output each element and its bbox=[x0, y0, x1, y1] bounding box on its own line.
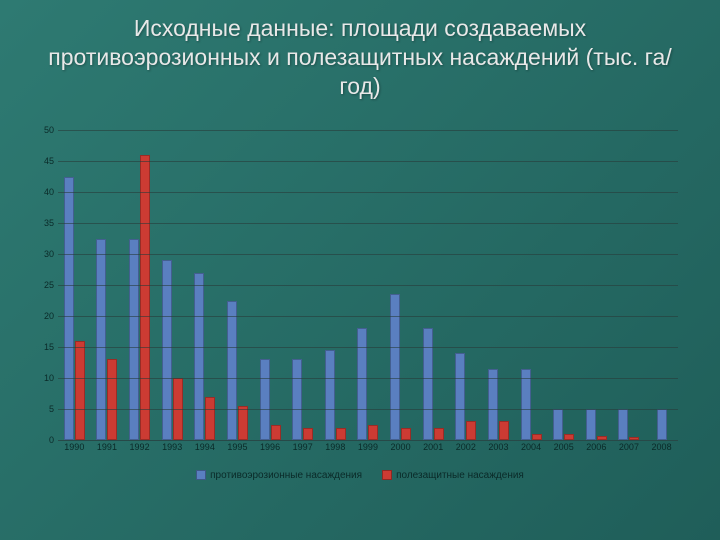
bar bbox=[227, 301, 237, 441]
bar bbox=[629, 437, 639, 440]
bar bbox=[434, 428, 444, 440]
bar bbox=[521, 369, 531, 440]
bar bbox=[466, 421, 476, 440]
bar bbox=[303, 428, 313, 440]
y-tick-label: 25 bbox=[30, 280, 54, 290]
bar bbox=[586, 409, 596, 440]
gridline bbox=[58, 285, 678, 286]
x-tick-label: 2002 bbox=[450, 442, 483, 452]
bar bbox=[564, 434, 574, 440]
legend-label: полезащитные насаждения bbox=[396, 470, 524, 481]
legend-item: противоэрозионные насаждения bbox=[196, 470, 362, 481]
x-axis-labels: 1990199119921993199419951996199719981999… bbox=[58, 442, 678, 452]
y-tick-label: 5 bbox=[30, 404, 54, 414]
x-tick-label: 1999 bbox=[352, 442, 385, 452]
gridline bbox=[58, 192, 678, 193]
x-tick-label: 2003 bbox=[482, 442, 515, 452]
bar bbox=[238, 406, 248, 440]
bar bbox=[107, 359, 117, 440]
y-tick-label: 15 bbox=[30, 342, 54, 352]
bar bbox=[194, 273, 204, 440]
bar bbox=[423, 328, 433, 440]
gridline bbox=[58, 254, 678, 255]
legend-label: противоэрозионные насаждения bbox=[210, 470, 362, 481]
gridline bbox=[58, 316, 678, 317]
legend: противоэрозионные насаждения полезащитные… bbox=[30, 470, 690, 481]
legend-item: полезащитные насаждения bbox=[382, 470, 524, 481]
y-tick-label: 0 bbox=[30, 435, 54, 445]
gridline bbox=[58, 161, 678, 162]
bar bbox=[271, 425, 281, 441]
bar bbox=[75, 341, 85, 440]
x-tick-label: 1993 bbox=[156, 442, 189, 452]
plot-area bbox=[58, 130, 678, 441]
gridline bbox=[58, 130, 678, 131]
x-tick-label: 2004 bbox=[515, 442, 548, 452]
x-tick-label: 2007 bbox=[613, 442, 646, 452]
y-tick-label: 35 bbox=[30, 218, 54, 228]
x-tick-label: 2006 bbox=[580, 442, 613, 452]
gridline bbox=[58, 409, 678, 410]
y-tick-label: 10 bbox=[30, 373, 54, 383]
bar bbox=[455, 353, 465, 440]
gridline bbox=[58, 378, 678, 379]
bar bbox=[292, 359, 302, 440]
y-tick-label: 30 bbox=[30, 249, 54, 259]
legend-swatch bbox=[196, 470, 206, 480]
bar bbox=[205, 397, 215, 440]
x-tick-label: 2005 bbox=[547, 442, 580, 452]
chart: 1990199119921993199419951996199719981999… bbox=[30, 130, 690, 490]
y-tick-label: 50 bbox=[30, 125, 54, 135]
bar bbox=[368, 425, 378, 441]
y-tick-label: 45 bbox=[30, 156, 54, 166]
bar bbox=[336, 428, 346, 440]
bar bbox=[657, 409, 667, 440]
x-tick-label: 1995 bbox=[221, 442, 254, 452]
x-tick-label: 1994 bbox=[189, 442, 222, 452]
legend-swatch bbox=[382, 470, 392, 480]
bar bbox=[553, 409, 563, 440]
y-tick-label: 20 bbox=[30, 311, 54, 321]
x-tick-label: 2001 bbox=[417, 442, 450, 452]
x-tick-label: 1998 bbox=[319, 442, 352, 452]
bar bbox=[325, 350, 335, 440]
chart-title: Исходные данные: площади создаваемых про… bbox=[0, 0, 720, 106]
bar bbox=[597, 436, 607, 440]
bar bbox=[357, 328, 367, 440]
x-tick-label: 2008 bbox=[645, 442, 678, 452]
bar bbox=[260, 359, 270, 440]
bar bbox=[499, 421, 509, 440]
bar bbox=[162, 260, 172, 440]
slide: Исходные данные: площади создаваемых про… bbox=[0, 0, 720, 540]
bar bbox=[532, 434, 542, 440]
bar bbox=[140, 155, 150, 440]
gridline bbox=[58, 347, 678, 348]
x-tick-label: 2000 bbox=[384, 442, 417, 452]
y-tick-label: 40 bbox=[30, 187, 54, 197]
gridline bbox=[58, 223, 678, 224]
x-tick-label: 1997 bbox=[286, 442, 319, 452]
x-tick-label: 1991 bbox=[91, 442, 124, 452]
bar bbox=[488, 369, 498, 440]
bar bbox=[618, 409, 628, 440]
bar bbox=[64, 177, 74, 441]
x-tick-label: 1992 bbox=[123, 442, 156, 452]
bar bbox=[401, 428, 411, 440]
x-tick-label: 1990 bbox=[58, 442, 91, 452]
x-tick-label: 1996 bbox=[254, 442, 287, 452]
